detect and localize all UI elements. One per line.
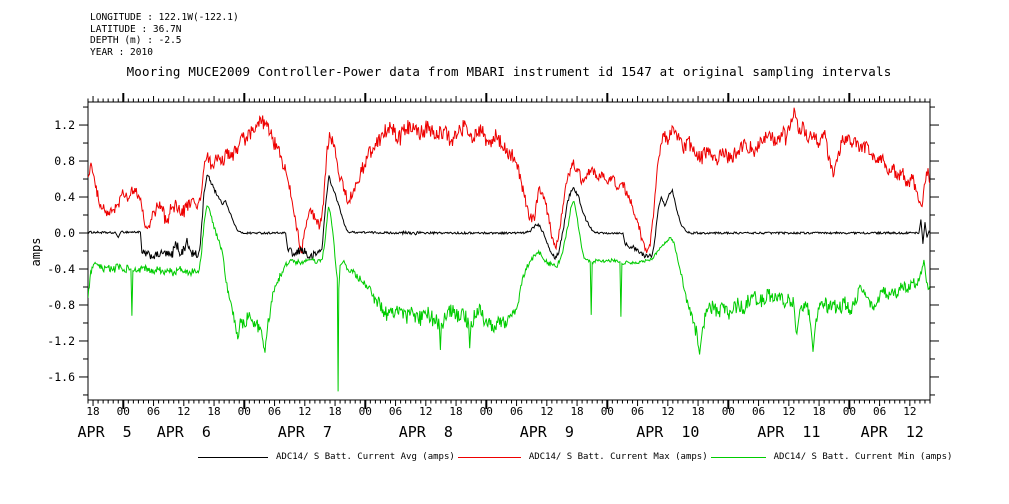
x-date-label: APR 12 <box>861 423 924 441</box>
legend-item-max: ADC14/ S Batt. Current Max (amps) <box>457 452 708 462</box>
x-hour-label: 06 <box>147 405 160 418</box>
meta-latitude: LATITUDE : 36.7N <box>90 23 182 35</box>
legend-item-avg: ADC14/ S Batt. Current Avg (amps) <box>198 452 455 462</box>
series-avg-line <box>88 174 930 261</box>
x-date-label: APR 8 <box>399 423 453 441</box>
chart-title: Mooring MUCE2009 Controller-Power data f… <box>126 64 892 79</box>
x-hour-label: 00 <box>117 405 130 418</box>
y-tick-label: 0.4 <box>54 190 75 204</box>
y-tick-label: -0.8 <box>47 298 75 312</box>
x-hour-label: 18 <box>570 405 583 418</box>
x-hour-label: 00 <box>238 405 251 418</box>
x-hour-label: 06 <box>389 405 402 418</box>
x-hour-label: 00 <box>843 405 856 418</box>
y-tick-label: -0.4 <box>47 262 75 276</box>
y-tick-label: 0.0 <box>54 226 75 240</box>
x-hour-label: 18 <box>86 405 99 418</box>
metadata-block: LONGITUDE : 122.1W(-122.1) LATITUDE : 36… <box>90 12 239 58</box>
x-hour-label: 12 <box>903 405 916 418</box>
legend-label-avg: ADC14/ S Batt. Current Avg (amps) <box>276 452 455 462</box>
x-hour-label: 00 <box>601 405 614 418</box>
series-min-line <box>88 200 930 392</box>
y-tick-label: 1.2 <box>54 118 75 132</box>
x-date-label: APR 10 <box>636 423 699 441</box>
x-hour-label: 12 <box>661 405 674 418</box>
x-hour-label: 12 <box>419 405 432 418</box>
x-hour-label: 18 <box>691 405 704 418</box>
x-hour-label: 06 <box>873 405 886 418</box>
legend-line-max-swatch <box>457 456 521 458</box>
x-hour-label: 06 <box>752 405 765 418</box>
meta-depth: DEPTH (m) : -2.5 <box>90 35 182 46</box>
x-hour-label: 18 <box>449 405 462 418</box>
x-hour-label: 00 <box>359 405 372 418</box>
plot-frame <box>87 101 931 401</box>
legend: ADC14/ S Batt. Current Avg (amps) ADC14/… <box>198 452 955 462</box>
legend-label-min: ADC14/ S Batt. Current Min (amps) <box>773 452 953 462</box>
x-hour-label: 00 <box>480 405 493 418</box>
x-hour-label: 12 <box>782 405 795 418</box>
legend-line-avg-swatch <box>198 456 268 458</box>
x-hour-label: 12 <box>177 405 190 418</box>
x-date-label: APR 7 <box>278 423 332 441</box>
x-hour-label: 06 <box>268 405 281 418</box>
meta-year: YEAR : 2010 <box>90 46 153 58</box>
y-axis-label: amps <box>29 238 43 267</box>
y-tick-label: -1.2 <box>47 334 75 348</box>
x-hour-label: 06 <box>631 405 644 418</box>
legend-line-min-swatch <box>710 456 766 458</box>
meta-longitude: LONGITUDE : 122.1W(-122.1) <box>90 12 239 23</box>
x-hour-label: 18 <box>207 405 220 418</box>
x-hour-label: 12 <box>298 405 311 418</box>
series-max-line <box>88 107 930 254</box>
x-date-label: APR 6 <box>157 423 211 441</box>
x-date-label: APR 5 <box>78 423 132 441</box>
x-hour-label: 00 <box>722 405 735 418</box>
x-hour-label: 18 <box>812 405 825 418</box>
legend-label-max: ADC14/ S Batt. Current Max (amps) <box>528 452 708 462</box>
x-hour-label: 18 <box>328 405 341 418</box>
x-date-label: APR 9 <box>520 423 574 441</box>
legend-item-min: ADC14/ S Batt. Current Min (amps) <box>710 452 953 462</box>
x-hour-label: 06 <box>510 405 523 418</box>
x-date-label: APR 11 <box>757 423 820 441</box>
x-hour-label: 12 <box>540 405 553 418</box>
y-tick-label: 0.8 <box>54 154 75 168</box>
y-tick-label: -1.6 <box>47 370 75 384</box>
